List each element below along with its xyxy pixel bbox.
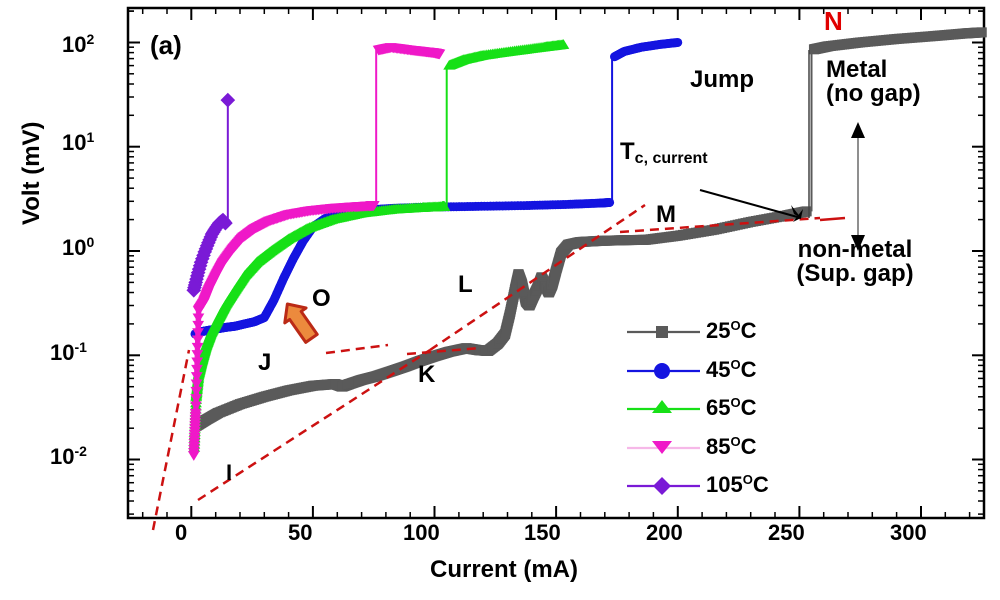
svg-text:J: J — [258, 349, 271, 376]
svg-text:O: O — [312, 285, 331, 312]
svg-text:N: N — [824, 6, 843, 36]
svg-text:L: L — [458, 271, 473, 298]
svg-text:K: K — [418, 361, 436, 388]
svg-text:I: I — [226, 460, 232, 485]
svg-text:M: M — [656, 201, 676, 228]
